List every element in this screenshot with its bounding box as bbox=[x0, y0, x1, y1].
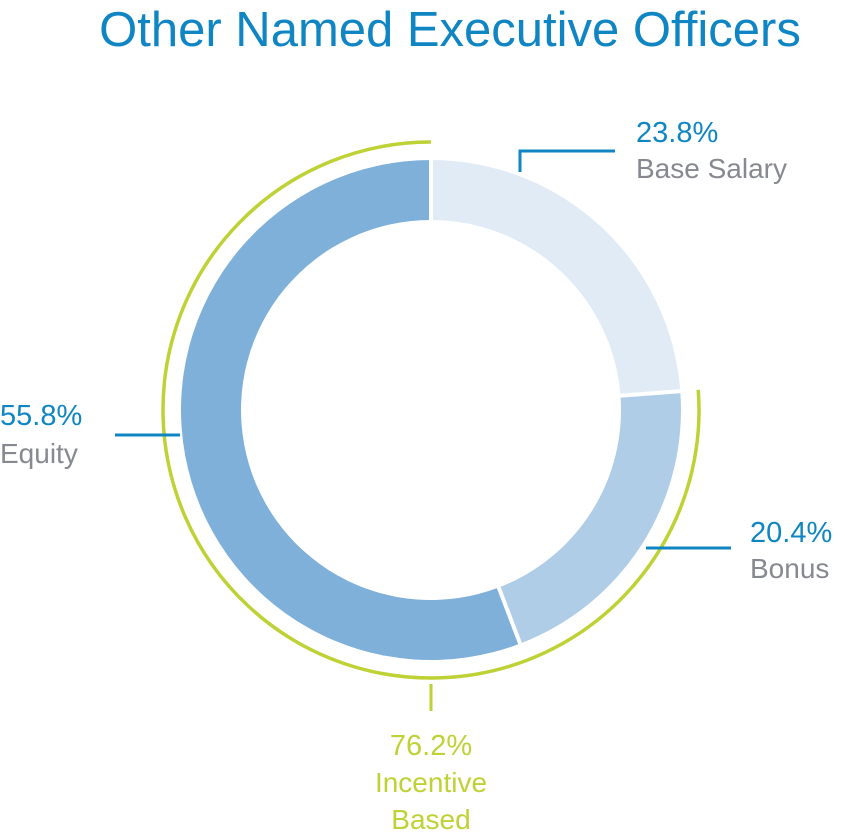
incentive-based-label-line1: Incentive bbox=[375, 767, 487, 798]
slice-base-salary bbox=[431, 160, 681, 396]
incentive-based-label-line2: Based bbox=[391, 804, 470, 835]
incentive-based-arc bbox=[161, 140, 701, 680]
bonus-percent-label: 20.4% bbox=[750, 517, 832, 549]
leader-line-base-salary bbox=[518, 149, 615, 172]
incentive-based-percent-label: 76.2% bbox=[390, 730, 472, 762]
slice-separator bbox=[619, 389, 682, 398]
incentive-based-arc-group bbox=[161, 140, 701, 680]
base-salary-percent-label: 23.8% bbox=[636, 117, 718, 149]
chart-title: Other Named Executive Officers bbox=[99, 3, 801, 57]
slice-separator bbox=[496, 585, 523, 646]
leader-lines bbox=[115, 149, 731, 711]
slice-equity bbox=[180, 160, 521, 660]
bonus-category-label: Bonus bbox=[750, 553, 829, 584]
equity-percent-label: 55.8% bbox=[0, 400, 82, 432]
donut-slices bbox=[180, 159, 682, 660]
slice-bonus bbox=[498, 391, 681, 644]
base-salary-category-label: Base Salary bbox=[636, 153, 787, 184]
equity-category-label: Equity bbox=[0, 438, 78, 469]
